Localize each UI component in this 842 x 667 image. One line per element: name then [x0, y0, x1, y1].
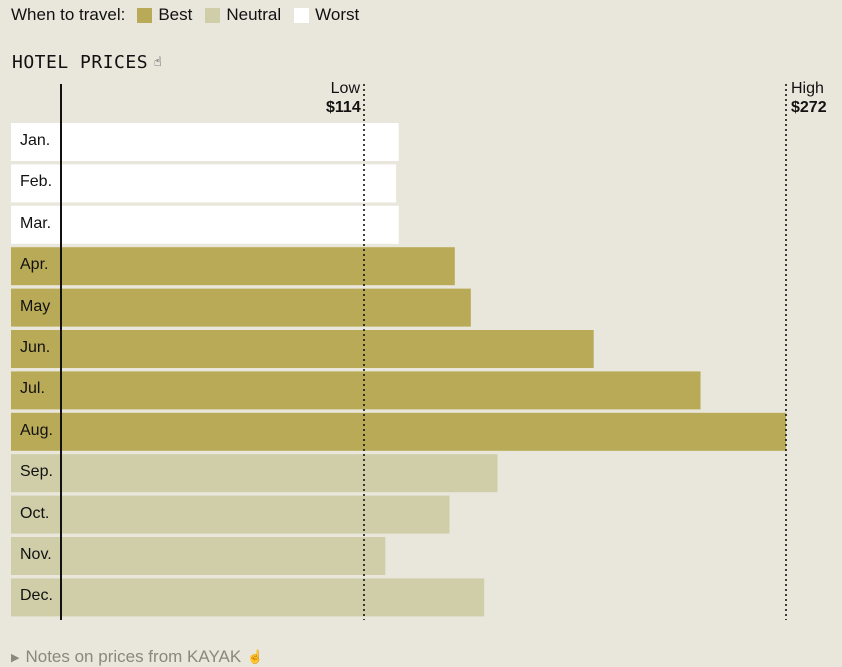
bar-jun: [11, 330, 594, 368]
bar-oct: [11, 495, 450, 534]
category-label: Jun.: [20, 339, 51, 356]
bar-aug: [11, 412, 786, 451]
legend-swatch-worst: [294, 7, 310, 23]
category-label: Oct.: [20, 504, 50, 522]
bar-may: [11, 288, 471, 327]
bar-feb: [11, 164, 397, 203]
chart-title[interactable]: HOTEL PRICES ☝: [12, 52, 162, 73]
legend-swatch-neutral: [205, 7, 221, 23]
bar-jan: [11, 123, 399, 161]
category-label: Feb.: [20, 173, 53, 191]
legend-swatch-best: [137, 7, 153, 23]
legend-label-worst: Worst: [315, 5, 360, 24]
high-value: $272: [791, 99, 827, 116]
category-label: Jan.: [20, 132, 51, 149]
pointer-hand-icon: ☝: [247, 649, 264, 664]
notes-label: Notes on prices from KAYAK: [25, 647, 242, 666]
bar-nov: [11, 537, 386, 575]
bar-jul: [11, 371, 701, 410]
legend: When to travel: Best Neutral Worst: [11, 5, 372, 25]
bar-dec: [11, 578, 485, 617]
category-label: Apr.: [20, 256, 49, 274]
category-label: Jul.: [20, 380, 45, 398]
legend-item-worst: Worst: [294, 5, 359, 25]
pointer-hand-icon: ☝: [154, 55, 163, 70]
category-label: Dec.: [20, 587, 53, 605]
notes-toggle[interactable]: ▶ Notes on prices from KAYAK ☝: [11, 647, 263, 667]
legend-item-best: Best: [137, 5, 192, 25]
category-label: Aug.: [20, 421, 53, 439]
category-label: Nov.: [20, 546, 52, 563]
bar-apr: [11, 247, 455, 286]
triangle-right-icon: ▶: [11, 651, 20, 664]
bar-sep: [11, 454, 498, 493]
legend-lead-text: When to travel:: [11, 5, 126, 24]
low-reference-label: Low $114: [326, 79, 361, 117]
high-reference-label: High $272: [791, 79, 827, 117]
legend-label-neutral: Neutral: [226, 5, 282, 24]
high-label: High: [791, 80, 824, 97]
legend-label-best: Best: [158, 5, 193, 24]
chart-title-text: HOTEL PRICES: [12, 52, 149, 73]
category-label: May: [20, 297, 51, 315]
bar-mar: [11, 205, 399, 244]
low-value: $114: [326, 99, 361, 116]
category-label: Sep.: [20, 463, 53, 481]
legend-item-neutral: Neutral: [205, 5, 281, 25]
category-label: Mar.: [20, 214, 52, 232]
low-label: Low: [330, 80, 360, 97]
